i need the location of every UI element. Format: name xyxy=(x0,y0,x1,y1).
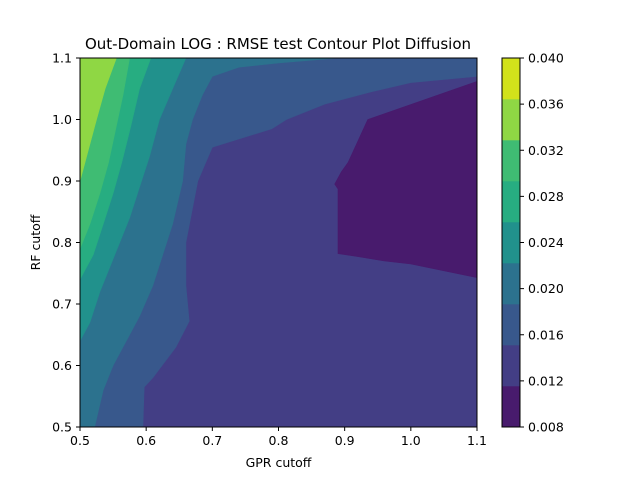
colorbar-cell xyxy=(502,99,520,140)
x-tick-label: 0.8 xyxy=(269,433,289,448)
x-tick-label: 0.6 xyxy=(136,433,156,448)
colorbar-tick-label: 0.020 xyxy=(528,281,564,296)
colorbar-cell xyxy=(502,386,520,427)
x-tick-label: 0.5 xyxy=(70,433,90,448)
colorbar-tick-label: 0.012 xyxy=(528,373,564,388)
x-tick-label: 1.0 xyxy=(401,433,421,448)
colorbar-cell xyxy=(502,345,520,386)
colorbar-cell xyxy=(502,222,520,263)
x-tick-label: 0.7 xyxy=(202,433,222,448)
x-tick-label: 0.9 xyxy=(335,433,355,448)
colorbar-cell xyxy=(502,304,520,345)
colorbar-cell xyxy=(502,181,520,222)
colorbar-cell xyxy=(502,58,520,99)
x-tick-label: 1.1 xyxy=(467,433,487,448)
colorbar: 0.008 0.012 0.016 0.020 0.024 0.028 0.032 0.036… xyxy=(502,51,564,435)
colorbar-tick-label: 0.008 xyxy=(528,420,564,435)
colorbar-tick-label: 0.032 xyxy=(528,143,564,158)
y-axis: 0.5 0.6 0.7 0.8 0.9 1.0 1.1 xyxy=(52,51,80,435)
colorbar-tick-label: 0.036 xyxy=(528,97,564,112)
plot-area xyxy=(80,58,477,427)
x-axis: 0.5 0.6 0.7 0.8 0.9 1.0 1.1 xyxy=(70,427,487,448)
y-tick-label: 0.6 xyxy=(52,358,72,373)
x-axis-label: GPR cutoff xyxy=(246,455,312,470)
y-tick-label: 0.9 xyxy=(52,174,72,189)
colorbar-tick-label: 0.028 xyxy=(528,189,564,204)
y-axis-label: RF cutoff xyxy=(28,214,43,270)
colorbar-tick-label: 0.040 xyxy=(528,51,564,66)
colorbar-tick-label: 0.024 xyxy=(528,235,564,250)
colorbar-cell xyxy=(502,263,520,304)
y-tick-label: 0.7 xyxy=(52,297,72,312)
chart-title: Out-Domain LOG : RMSE test Contour Plot … xyxy=(85,35,471,53)
y-tick-label: 0.8 xyxy=(52,235,72,250)
y-tick-label: 1.0 xyxy=(52,112,72,127)
y-tick-label: 1.1 xyxy=(52,51,72,66)
colorbar-cell xyxy=(502,140,520,181)
colorbar-tick-label: 0.016 xyxy=(528,327,564,342)
y-tick-label: 0.5 xyxy=(52,420,72,435)
